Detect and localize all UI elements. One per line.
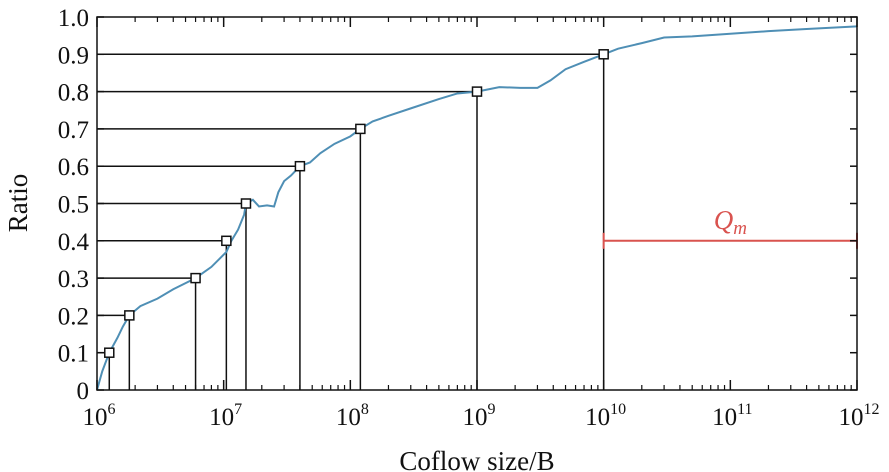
axis-ticks	[96, 16, 858, 391]
y-tick-label-10: 1.0	[58, 5, 89, 32]
y-tick-label-3: 0.3	[58, 266, 89, 293]
y-tick-label-1: 0.1	[58, 341, 89, 368]
x-tick-label-2: 108	[336, 401, 369, 431]
marker-1	[124, 310, 135, 321]
marker-7	[471, 86, 483, 97]
y-tick-label-2: 0.2	[58, 303, 89, 330]
ratio-markers	[104, 49, 609, 358]
marker-3	[221, 235, 232, 247]
marker-0	[104, 347, 115, 358]
marker-6	[355, 123, 366, 135]
y-tick-label-5: 0.5	[58, 192, 89, 219]
x-tick-label-3: 109	[463, 401, 496, 431]
y-tick-label-7: 0.7	[58, 117, 89, 144]
x-tick-labels: 106 107 108 109 1010 1011 1012	[83, 401, 880, 431]
y-axis-title: Ratio	[3, 174, 33, 233]
qm-label: Qm	[714, 205, 747, 239]
x-tick-label-5: 1011	[712, 401, 752, 431]
y-tick-label-6: 0.6	[58, 154, 89, 181]
y-tick-label-9: 0.9	[58, 42, 89, 69]
marker-2	[190, 272, 201, 284]
marker-4	[240, 198, 252, 209]
guide-lines	[97, 53, 605, 390]
y-tick-label-8: 0.8	[58, 80, 89, 107]
y-tick-label-0: 0	[77, 378, 90, 405]
x-tick-label-0: 106	[83, 401, 116, 431]
marker-5	[294, 160, 306, 172]
x-tick-label-4: 1010	[585, 401, 626, 431]
x-tick-label-1: 107	[209, 401, 242, 431]
marker-8	[598, 49, 609, 60]
x-tick-label-6: 1012	[839, 401, 880, 431]
qm-annotation: Qm	[602, 205, 858, 249]
y-tick-labels: 0 0.1 0.2 0.3 0.4 0.5 0.6 0.7 0.8 0.9 1.0	[58, 5, 90, 405]
x-axis-title: Coflow size/B	[399, 446, 554, 472]
y-tick-label-4: 0.4	[58, 229, 90, 256]
